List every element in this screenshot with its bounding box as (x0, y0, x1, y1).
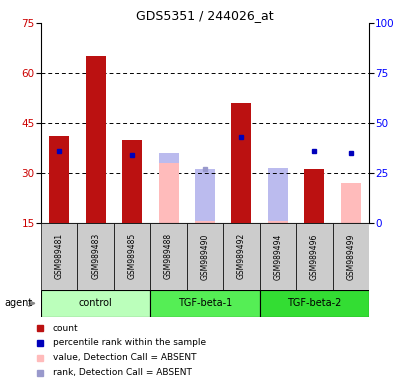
Bar (195, 221, 214, 223)
Bar (41, 290, 150, 317)
Text: control: control (79, 298, 112, 308)
Bar (122, 139, 142, 223)
Bar (259, 223, 295, 290)
Bar (41, 223, 77, 290)
Text: GSM989485: GSM989485 (127, 233, 136, 280)
Bar (49, 136, 69, 223)
Text: GSM989490: GSM989490 (200, 233, 209, 280)
Text: rank, Detection Call = ABSENT: rank, Detection Call = ABSENT (53, 368, 191, 377)
Bar (267, 221, 287, 223)
Text: GSM989492: GSM989492 (236, 233, 245, 280)
Title: GDS5351 / 244026_at: GDS5351 / 244026_at (136, 9, 273, 22)
Bar (114, 223, 150, 290)
Bar (187, 223, 222, 290)
Bar (340, 183, 360, 223)
Bar (195, 169, 214, 223)
Text: value, Detection Call = ABSENT: value, Detection Call = ABSENT (53, 353, 196, 362)
Bar (332, 223, 368, 290)
Text: count: count (53, 324, 79, 333)
Text: TGF-beta-2: TGF-beta-2 (286, 298, 341, 308)
Bar (150, 290, 259, 317)
Text: GSM989481: GSM989481 (54, 233, 63, 280)
Bar (295, 223, 332, 290)
Text: GSM989494: GSM989494 (273, 233, 282, 280)
Bar (303, 169, 324, 223)
Text: GSM989483: GSM989483 (91, 233, 100, 280)
Bar (231, 103, 251, 223)
Bar (222, 223, 259, 290)
Bar (158, 153, 178, 223)
Text: GSM989499: GSM989499 (346, 233, 355, 280)
Bar (158, 163, 178, 223)
Bar (85, 56, 106, 223)
Text: GSM989488: GSM989488 (164, 233, 173, 280)
Text: agent: agent (4, 298, 32, 308)
Bar (259, 290, 368, 317)
Text: percentile rank within the sample: percentile rank within the sample (53, 338, 206, 348)
Bar (77, 223, 114, 290)
Bar (267, 168, 287, 223)
Bar (150, 223, 187, 290)
Text: TGF-beta-1: TGF-beta-1 (178, 298, 231, 308)
Text: GSM989496: GSM989496 (309, 233, 318, 280)
